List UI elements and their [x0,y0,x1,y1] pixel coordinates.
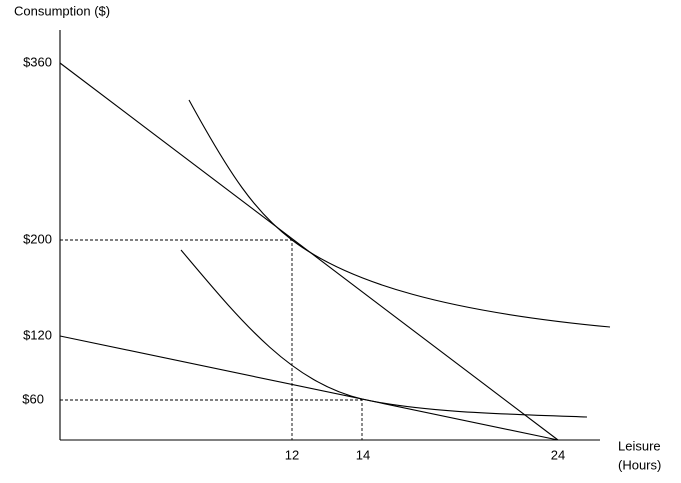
y-tick-label: $120 [23,327,52,342]
x-axis-label: Leisure [618,438,661,453]
guide-line [60,239,293,440]
indifference-curve [188,99,611,328]
x-tick-label: 14 [356,447,370,462]
guide-line [60,399,363,440]
budget-line [59,335,559,441]
y-tick-label: $200 [23,231,52,246]
y-tick-label: $360 [23,54,52,69]
y-tick-label: $60 [22,391,44,406]
x-tick-label: 12 [285,447,299,462]
y-axis-label: Consumption ($) [14,3,110,18]
x-axis-label: (Hours) [618,457,661,472]
indifference-curve [180,249,588,418]
x-tick-label: 24 [551,447,565,462]
